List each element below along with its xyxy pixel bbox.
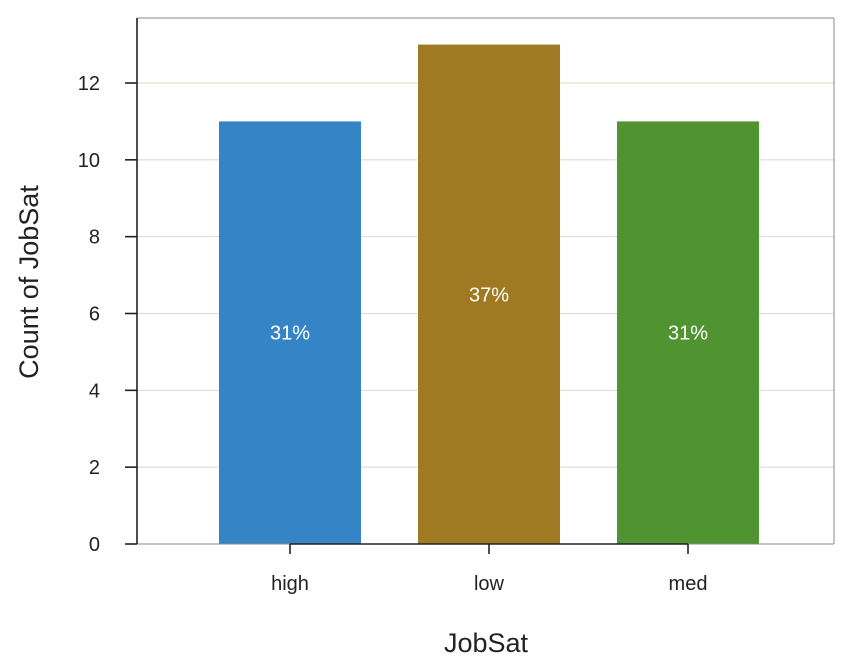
y-tick-label: 10: [78, 150, 100, 172]
bar-med: [617, 121, 759, 545]
axes: 0 2 4 6 8 10 12 high low med: [78, 17, 835, 595]
y-tick-label: 2: [89, 457, 100, 479]
x-tick-label-high: high: [271, 573, 309, 595]
bar-label-med: 31%: [668, 323, 708, 345]
x-tick-label-low: low: [474, 573, 505, 595]
bar-label-high: 31%: [270, 323, 310, 345]
y-tick-label: 4: [89, 380, 100, 402]
y-tick-label: 12: [78, 73, 100, 95]
y-tick-label: 8: [89, 227, 100, 249]
x-axis-title: JobSat: [444, 628, 529, 658]
bar-labels: 31% 37% 31%: [270, 284, 708, 344]
x-tick-label-med: med: [669, 573, 708, 595]
bar-high: [219, 121, 361, 545]
bar-label-low: 37%: [469, 284, 509, 306]
bars: [219, 44, 759, 545]
bar-low: [418, 44, 560, 544]
y-tick-label: 6: [89, 304, 100, 326]
y-axis-title: Count of JobSat: [14, 185, 44, 379]
y-tick-label: 0: [89, 534, 100, 556]
